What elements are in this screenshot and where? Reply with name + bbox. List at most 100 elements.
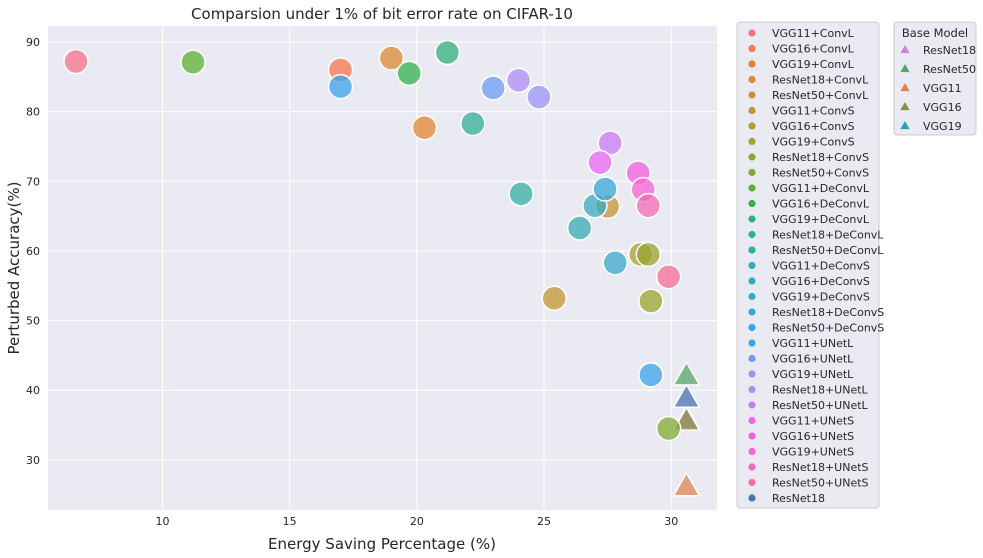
legend-label: VGG11+ConvS	[772, 105, 855, 118]
legend-marker	[748, 292, 756, 301]
legend-marker	[748, 416, 756, 425]
data-point	[327, 73, 354, 100]
legend-marker	[900, 64, 910, 73]
x-tick-label: 10	[155, 515, 169, 528]
legend-series: VGG11+ConvL VGG16+ConvL VGG19+ConvL ResNet1…	[736, 21, 884, 509]
legend-label: VGG11+DeConvS	[772, 260, 870, 273]
legend-marker	[748, 106, 756, 115]
legend-label: VGG19+UNetL	[772, 368, 854, 381]
legend-marker	[748, 91, 756, 99]
legend-label: VGG16+UNetL	[772, 353, 854, 366]
legend-label: ResNet50+UNetS	[772, 477, 869, 490]
legend-label: VGG16+ConvL	[772, 43, 855, 56]
legend-label: ResNet18+DeConvS	[772, 306, 884, 319]
data-point	[434, 39, 461, 66]
data-points	[63, 39, 701, 497]
legend-marker	[748, 230, 756, 239]
legend-marker	[748, 432, 756, 440]
data-point	[587, 149, 613, 176]
data-point	[378, 45, 405, 71]
data-point	[541, 285, 567, 312]
data-point	[655, 263, 682, 290]
legend-marker	[900, 83, 910, 92]
legend-marker	[748, 199, 756, 208]
legend-marker	[748, 215, 756, 223]
y-tick-label: 70	[26, 175, 40, 188]
legend-base-model: Base Model ResNet18 ResNet50 VGG11 VGG16 VGG1…	[893, 21, 977, 136]
legend-marker	[748, 478, 756, 487]
x-tick-label: 25	[537, 515, 551, 528]
legend-label: VGG11+DeConvL	[772, 182, 870, 195]
legend-marker	[748, 323, 756, 332]
legend-label: VGG16	[923, 101, 962, 114]
y-tick-label: 40	[26, 384, 40, 397]
legend-label: VGG19+UNetS	[772, 446, 854, 459]
data-point	[526, 84, 552, 110]
legend-label: ResNet50+DeConvS	[772, 322, 884, 335]
legend-label: VGG16+ConvS	[772, 120, 855, 133]
legend-marker	[748, 463, 756, 471]
legend-marker	[748, 494, 756, 502]
legend-box	[736, 21, 880, 509]
data-point	[592, 176, 618, 202]
legend-marker	[748, 75, 756, 84]
y-tick-label: 90	[26, 36, 40, 49]
y-axis-label: Perturbed Accuracy(%)	[5, 182, 23, 355]
data-point	[566, 215, 593, 241]
legend-marker	[748, 261, 756, 270]
legend-label: VGG19+DeConvL	[772, 213, 870, 226]
data-point	[602, 250, 629, 276]
data-point	[460, 110, 486, 137]
legend-label: ResNet50+DeConvL	[772, 244, 884, 257]
data-point	[505, 67, 532, 94]
x-axis-label: Energy Saving Percentage (%)	[268, 535, 496, 553]
legend-marker	[748, 60, 756, 68]
data-point	[655, 415, 682, 442]
legend-marker	[748, 308, 756, 316]
legend-label: VGG11+ConvL	[772, 27, 855, 40]
legend-marker	[748, 354, 756, 363]
legend-marker	[900, 45, 910, 54]
y-tick-label: 60	[26, 245, 40, 258]
data-point	[411, 114, 438, 141]
legend-label: VGG16+DeConvS	[772, 275, 870, 288]
legend-label: VGG19+ConvS	[772, 136, 855, 149]
legend-label: VGG11+UNetS	[772, 415, 854, 428]
data-point	[480, 75, 506, 101]
legend-label: VGG19+DeConvS	[772, 291, 870, 304]
legend-label: ResNet18+UNetS	[772, 461, 869, 474]
legend-label: VGG11	[923, 82, 962, 95]
data-point	[63, 48, 89, 75]
legend-marker	[748, 447, 756, 456]
x-tick-label: 20	[410, 515, 424, 528]
y-tick-label: 80	[26, 106, 40, 119]
legend-label: ResNet18+ConvL	[772, 74, 869, 87]
data-point	[635, 241, 662, 268]
legend-label: VGG19+ConvL	[772, 58, 855, 71]
chart-title: Comparsion under 1% of bit error rate on…	[191, 5, 573, 23]
legend-marker	[748, 370, 756, 378]
legend-marker	[748, 401, 756, 409]
legend-marker	[748, 44, 756, 53]
legend-label: ResNet50+UNetL	[772, 399, 869, 412]
tick-labels: 10 15 20 25 30 30 40 50 60 70 80 90	[26, 36, 678, 528]
y-tick-label: 50	[26, 315, 40, 328]
legend-label: ResNet18+UNetL	[772, 384, 869, 397]
legend-marker	[900, 121, 910, 130]
legend-marker	[748, 246, 756, 254]
legend-marker	[748, 168, 756, 177]
legend-label: VGG19	[923, 120, 962, 133]
legend-label: ResNet50+ConvL	[772, 89, 869, 102]
legend-marker	[748, 153, 756, 161]
legend-marker	[748, 277, 756, 285]
y-tick-label: 30	[26, 454, 40, 467]
legend-label: VGG16+DeConvL	[772, 198, 870, 211]
legend-label: ResNet18	[923, 44, 976, 57]
legend-label: ResNet50+ConvS	[772, 167, 869, 180]
data-point	[180, 49, 206, 75]
legend-label: ResNet18+ConvS	[772, 151, 869, 164]
legend-label: VGG11+UNetL	[772, 337, 854, 350]
legend-label: ResNet18+DeConvL	[772, 229, 884, 242]
legend-marker	[900, 102, 910, 111]
